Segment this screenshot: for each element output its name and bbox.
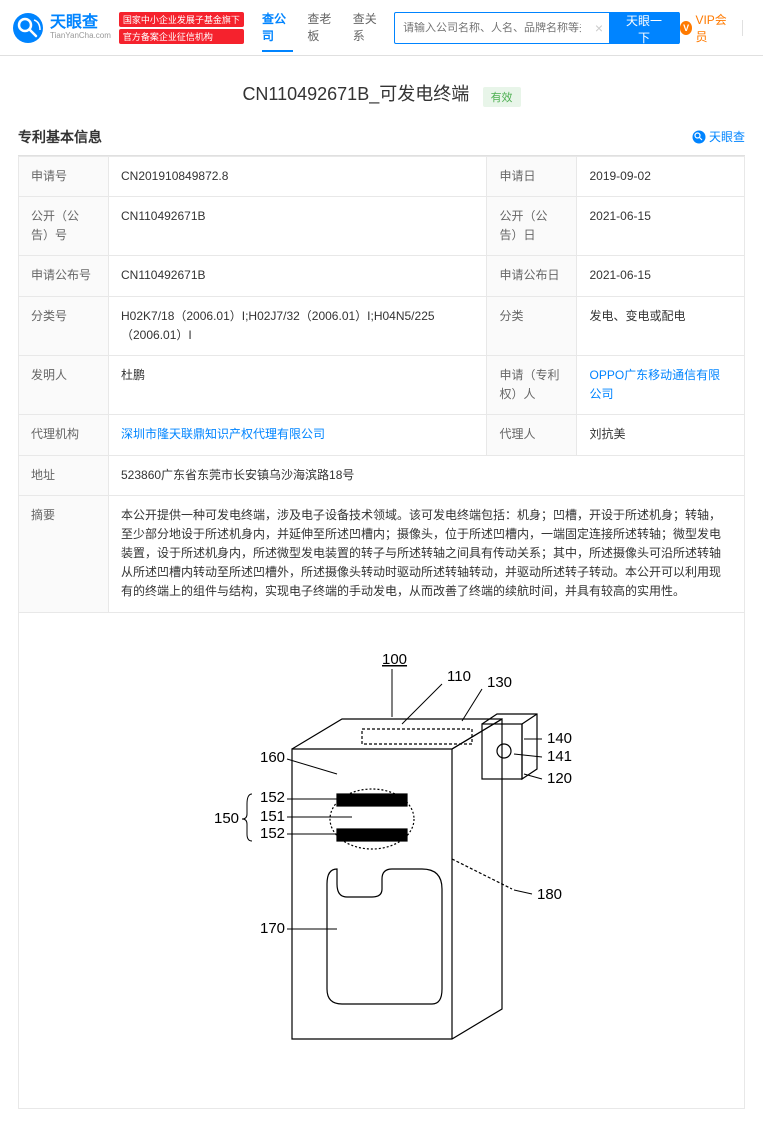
- label-pub-date: 公开（公告）日: [487, 197, 577, 256]
- logo-text-en: TianYanCha.com: [50, 32, 111, 41]
- header-badges: 国家中小企业发展子基金旗下 官方备案企业征信机构: [119, 12, 244, 44]
- val-address: 523860广东省东莞市长安镇乌沙海滨路18号: [109, 455, 745, 495]
- search-tabs: 查公司 查老板 查关系: [262, 4, 384, 52]
- fig-label-160: 160: [260, 749, 285, 766]
- val-app-pub-date: 2021-06-15: [577, 256, 745, 296]
- label-class-no: 分类号: [19, 296, 109, 355]
- watermark-icon: [692, 130, 706, 144]
- patent-figure: 100 110 130 160 150 152 151 152 170 140 …: [18, 613, 745, 1109]
- figure-svg: 100 110 130 160 150 152 151 152 170 140 …: [142, 629, 622, 1089]
- val-pub-no: CN110492671B: [109, 197, 487, 256]
- badge-official: 官方备案企业征信机构: [119, 29, 244, 44]
- document-title: CN110492671B_可发电终端: [242, 84, 469, 104]
- val-app-date: 2019-09-02: [577, 156, 745, 196]
- tab-boss[interactable]: 查老板: [307, 4, 338, 52]
- vip-link[interactable]: V VIP会员: [680, 11, 734, 45]
- fig-label-152b: 152: [260, 825, 285, 842]
- label-app-no: 申请号: [19, 156, 109, 196]
- table-row: 摘要 本公开提供一种可发电终端，涉及电子设备技术领域。该可发电终端包括：机身；凹…: [19, 495, 745, 612]
- table-row: 申请公布号 CN110492671B 申请公布日 2021-06-15: [19, 256, 745, 296]
- fig-label-141: 141: [547, 748, 572, 765]
- fig-label-170: 170: [260, 920, 285, 937]
- clear-icon[interactable]: ×: [589, 20, 609, 36]
- table-row: 地址 523860广东省东莞市长安镇乌沙海滨路18号: [19, 455, 745, 495]
- val-agency[interactable]: 深圳市隆天联鼎知识产权代理有限公司: [109, 415, 487, 455]
- watermark: 天眼查: [692, 128, 745, 145]
- label-agency: 代理机构: [19, 415, 109, 455]
- val-abstract: 本公开提供一种可发电终端，涉及电子设备技术领域。该可发电终端包括：机身；凹槽，开…: [109, 495, 745, 612]
- val-applicant[interactable]: OPPO广东移动通信有限公司: [577, 355, 745, 414]
- badge-fund: 国家中小企业发展子基金旗下: [119, 12, 244, 27]
- tab-company[interactable]: 查公司: [262, 4, 293, 52]
- label-app-date: 申请日: [487, 156, 577, 196]
- fig-label-180: 180: [537, 886, 562, 903]
- info-table: 申请号 CN201910849872.8 申请日 2019-09-02 公开（公…: [18, 156, 745, 613]
- fig-label-152a: 152: [260, 789, 285, 806]
- fig-label-150: 150: [214, 810, 239, 827]
- val-class: 发电、变电或配电: [577, 296, 745, 355]
- table-row: 发明人 杜鹏 申请（专利权）人 OPPO广东移动通信有限公司: [19, 355, 745, 414]
- table-row: 申请号 CN201910849872.8 申请日 2019-09-02: [19, 156, 745, 196]
- watermark-text: 天眼查: [709, 128, 745, 145]
- val-agent: 刘抗美: [577, 415, 745, 455]
- label-address: 地址: [19, 455, 109, 495]
- label-app-pub-date: 申请公布日: [487, 256, 577, 296]
- table-row: 公开（公告）号 CN110492671B 公开（公告）日 2021-06-15: [19, 197, 745, 256]
- fig-label-110: 110: [447, 668, 471, 685]
- tab-relation[interactable]: 查关系: [353, 4, 384, 52]
- label-app-pub-no: 申请公布号: [19, 256, 109, 296]
- status-badge: 有效: [483, 87, 521, 107]
- val-inventor: 杜鹏: [109, 355, 487, 414]
- val-pub-date: 2021-06-15: [577, 197, 745, 256]
- table-row: 代理机构 深圳市隆天联鼎知识产权代理有限公司 代理人 刘抗美: [19, 415, 745, 455]
- search-button[interactable]: 天眼一下: [609, 12, 679, 44]
- logo-text-cn: 天眼查: [50, 14, 111, 32]
- search-box: × 天眼一下: [394, 12, 680, 44]
- table-row: 分类号 H02K7/18（2006.01）I;H02J7/32（2006.01）…: [19, 296, 745, 355]
- label-applicant: 申请（专利权）人: [487, 355, 577, 414]
- logo[interactable]: 天眼查 TianYanCha.com: [12, 12, 111, 44]
- vip-icon: V: [680, 21, 693, 35]
- label-agent: 代理人: [487, 415, 577, 455]
- val-class-no: H02K7/18（2006.01）I;H02J7/32（2006.01）I;H0…: [109, 296, 487, 355]
- vip-label: VIP会员: [695, 11, 734, 45]
- val-app-no: CN201910849872.8: [109, 156, 487, 196]
- fig-label-120: 120: [547, 770, 572, 787]
- fig-label-151: 151: [260, 808, 285, 825]
- section-title: 专利基本信息: [18, 127, 102, 147]
- label-abstract: 摘要: [19, 495, 109, 612]
- label-inventor: 发明人: [19, 355, 109, 414]
- logo-icon: [12, 12, 44, 44]
- label-class: 分类: [487, 296, 577, 355]
- fig-label-100: 100: [382, 651, 407, 668]
- fig-label-140: 140: [547, 730, 572, 747]
- header-divider: [742, 20, 743, 36]
- val-app-pub-no: CN110492671B: [109, 256, 487, 296]
- label-pub-no: 公开（公告）号: [19, 197, 109, 256]
- fig-label-130: 130: [487, 674, 512, 691]
- search-input[interactable]: [395, 22, 589, 34]
